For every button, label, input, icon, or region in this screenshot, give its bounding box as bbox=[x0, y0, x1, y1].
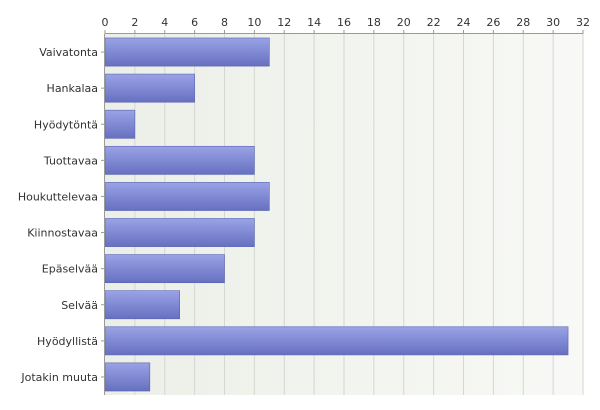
x-tick-label: 32 bbox=[576, 16, 590, 29]
bar bbox=[104, 326, 569, 356]
axes bbox=[101, 30, 584, 395]
bar bbox=[104, 73, 195, 103]
category-label: Hyödyllistä bbox=[37, 335, 98, 348]
category-labels: Vaivatonta Hankalaa Hyödytöntä Tuottavaa Hou… bbox=[18, 46, 98, 384]
x-tick-label: 18 bbox=[367, 16, 381, 29]
bar bbox=[104, 290, 180, 320]
bar bbox=[104, 254, 225, 284]
x-tick-label: 14 bbox=[307, 16, 321, 29]
bar bbox=[104, 218, 255, 247]
bar bbox=[104, 145, 255, 175]
x-tick-label: 26 bbox=[486, 16, 500, 29]
x-tick-label: 4 bbox=[161, 16, 168, 29]
bar bbox=[104, 182, 270, 211]
category-label: Tuottavaa bbox=[43, 154, 98, 167]
x-tick-label: 20 bbox=[397, 16, 411, 29]
category-label: Vaivatonta bbox=[39, 46, 98, 59]
x-tick-label: 22 bbox=[427, 16, 441, 29]
category-label: Hyödytöntä bbox=[34, 118, 98, 131]
x-tick-label: 28 bbox=[516, 16, 530, 29]
x-tick-label: 30 bbox=[546, 16, 560, 29]
x-tick-label: 0 bbox=[102, 16, 109, 29]
category-label: Kiinnostavaa bbox=[27, 227, 98, 240]
x-tick-label: 12 bbox=[277, 16, 291, 29]
x-tick-labels: 0 2 4 6 8 10 12 14 16 18 20 22 24 26 28 30 32 bbox=[102, 16, 591, 29]
category-label: Selvää bbox=[61, 299, 98, 312]
bar bbox=[104, 362, 151, 392]
x-tick-label: 10 bbox=[247, 16, 261, 29]
category-label: Hankalaa bbox=[47, 82, 98, 95]
bar bbox=[104, 109, 136, 139]
bar bbox=[104, 37, 270, 67]
category-label: Epäselvää bbox=[42, 263, 98, 276]
bars bbox=[104, 37, 569, 392]
x-tick-label: 24 bbox=[457, 16, 471, 29]
category-label: Jotakin muuta bbox=[20, 371, 98, 384]
x-tick-label: 2 bbox=[131, 16, 138, 29]
x-tick-label: 16 bbox=[337, 16, 351, 29]
x-tick-label: 6 bbox=[191, 16, 198, 29]
x-tick-label: 8 bbox=[221, 16, 228, 29]
category-label: Houkuttelevaa bbox=[18, 190, 98, 203]
